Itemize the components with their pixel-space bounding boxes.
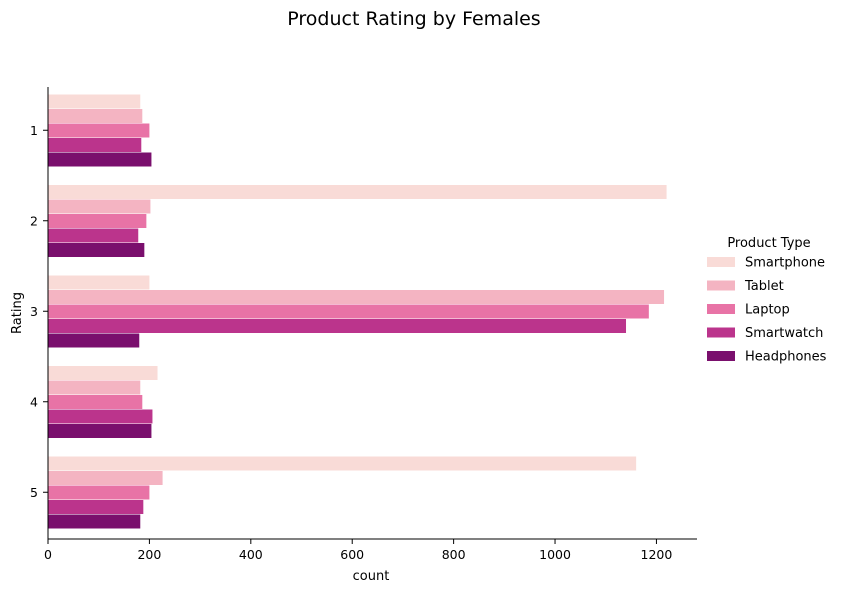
bar-smartphone-rating-1	[48, 94, 141, 109]
legend-item-smartphone: Smartphone	[707, 256, 825, 271]
bar-laptop-rating-3	[48, 304, 649, 319]
x-tick-label: 200	[137, 547, 161, 562]
bar-smartphone-rating-5	[48, 456, 637, 471]
bar-smartwatch-rating-4	[48, 409, 153, 424]
bar-headphones-rating-3	[48, 333, 140, 348]
bar-laptop-rating-4	[48, 395, 143, 409]
legend-swatch	[707, 304, 735, 314]
bar-headphones-rating-1	[48, 152, 152, 167]
x-tick-label: 600	[340, 547, 364, 562]
x-tick-label: 0	[44, 547, 52, 562]
bar-group-rating-4	[48, 366, 158, 438]
bar-smartwatch-rating-2	[48, 228, 139, 243]
bar-tablet-rating-2	[48, 199, 151, 214]
legend-swatch	[707, 327, 735, 338]
bar-headphones-rating-2	[48, 243, 145, 257]
bar-tablet-rating-5	[48, 471, 163, 485]
x-tick-label: 400	[239, 547, 263, 562]
bar-smartwatch-rating-1	[48, 138, 142, 152]
y-tick-label: 5	[30, 485, 38, 500]
legend-item-smartwatch: Smartwatch	[707, 326, 823, 341]
bar-smartphone-rating-4	[48, 366, 158, 380]
legend-swatch	[707, 257, 735, 267]
legend: Product Type SmartphoneTabletLaptopSmart…	[707, 236, 827, 365]
y-axis-label: Rating	[10, 292, 25, 334]
bar-laptop-rating-1	[48, 123, 150, 138]
legend-swatch	[707, 351, 735, 361]
x-tick-label: 800	[442, 547, 466, 562]
x-tick-label: 1000	[539, 547, 571, 562]
y-tick-label: 3	[30, 304, 38, 319]
bar-laptop-rating-2	[48, 214, 147, 228]
bar-laptop-rating-5	[48, 485, 150, 500]
x-axis-label: count	[353, 569, 390, 584]
chart-title: Product Rating by Females	[287, 8, 540, 30]
legend-item-tablet: Tablet	[707, 279, 784, 294]
bar-group-rating-1	[48, 94, 152, 167]
legend-item-laptop: Laptop	[707, 303, 790, 318]
y-ticks: 1 2 3 4 5	[30, 123, 48, 500]
bar-group-rating-3	[48, 275, 665, 348]
bar-headphones-rating-4	[48, 424, 152, 438]
legend-label: Smartphone	[745, 256, 825, 271]
bar-smartwatch-rating-5	[48, 500, 144, 514]
legend-swatch	[707, 280, 735, 291]
bars-layer	[48, 94, 667, 529]
legend-item-headphones: Headphones	[707, 350, 827, 365]
bar-tablet-rating-3	[48, 290, 665, 304]
bar-group-rating-2	[48, 185, 667, 257]
bar-smartwatch-rating-3	[48, 319, 627, 333]
bar-smartphone-rating-3	[48, 275, 150, 290]
bar-tablet-rating-1	[48, 109, 143, 123]
legend-label: Tablet	[744, 279, 784, 294]
y-tick-label: 2	[30, 213, 38, 228]
bar-tablet-rating-4	[48, 380, 141, 395]
x-ticks: 0 200 400 600 800 1000 1200	[44, 539, 672, 562]
legend-label: Laptop	[745, 303, 790, 318]
legend-title: Product Type	[727, 236, 810, 251]
y-tick-label: 4	[30, 394, 38, 409]
legend-label: Smartwatch	[745, 326, 823, 341]
bar-headphones-rating-5	[48, 514, 141, 529]
y-tick-label: 1	[30, 123, 38, 138]
x-tick-label: 1200	[641, 547, 673, 562]
bar-group-rating-5	[48, 456, 637, 529]
legend-label: Headphones	[745, 350, 827, 365]
legend-items: Smartphone Tablet Laptop Smartwatch Headphon…	[707, 256, 827, 365]
bar-smartphone-rating-2	[48, 185, 667, 199]
